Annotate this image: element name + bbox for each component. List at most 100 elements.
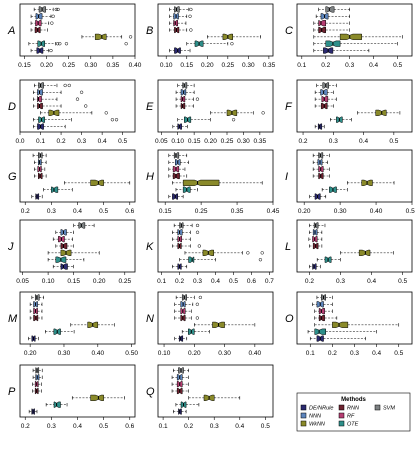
box-ote [316, 256, 341, 263]
box-nnn [33, 89, 84, 96]
panel-frame [296, 149, 413, 203]
outlier-point [49, 48, 53, 53]
outlier-point [114, 118, 119, 122]
box-ote [321, 186, 348, 193]
legend-title: Methods [341, 397, 366, 403]
x-tick-label: 0.20 [204, 138, 217, 145]
box-rf [313, 20, 351, 27]
x-tick-label: 0.25 [221, 62, 234, 69]
panel-letter: D [8, 101, 16, 113]
box-body [375, 109, 387, 116]
outlier-point [230, 42, 234, 46]
x-tick-label: 0.15 [180, 62, 193, 69]
panel-n: N 0.10 0.20 0.30 0.40 [146, 291, 274, 357]
box-svm [316, 294, 333, 301]
panel-letter: C [285, 25, 293, 37]
panel-letter: F [285, 101, 293, 113]
outlier-point [195, 97, 200, 101]
panel-letter: N [146, 313, 154, 325]
box-body [325, 6, 335, 13]
x-tick-label: 0.2 [305, 278, 314, 285]
legend-key-nnn [300, 412, 307, 419]
x-tick-label: 0.4 [369, 62, 378, 69]
box-nnn [312, 159, 328, 166]
x-tick-label: 0.3 [350, 350, 359, 357]
box-body [314, 328, 326, 335]
x-tick-label: 0.4 [73, 423, 82, 430]
panel-frame [19, 291, 136, 345]
box-body [332, 321, 349, 328]
box-rf [175, 96, 200, 103]
x-tick-label: 0.15 [159, 208, 172, 215]
x-tick-label: 0.40 [129, 62, 142, 69]
box-rnn [169, 26, 193, 34]
x-tick-label: 0.3 [210, 423, 219, 430]
outlier-point [54, 7, 58, 12]
box-rf [174, 308, 192, 315]
x-tick-label: 0.20 [298, 208, 311, 215]
x-tick-label: 0.3 [77, 138, 86, 145]
panel-i: I 0.20 0.30 0.40 0.50 [285, 149, 415, 215]
x-tick-label: 0.4 [372, 350, 381, 357]
x-tick-label: 0.10 [42, 278, 55, 285]
box-rnn [174, 314, 199, 322]
box-wknn [357, 109, 401, 116]
panel-letter: A [7, 25, 15, 37]
panel-g: G 0.2 0.3 0.4 0.5 0.6 [8, 149, 136, 215]
x-tick-label: 0.2 [299, 138, 308, 145]
outlier-point [124, 42, 128, 46]
box-denrule [30, 47, 53, 54]
outlier-point [63, 83, 67, 88]
box-svm [31, 294, 44, 301]
legend-key-denrule [300, 404, 307, 411]
x-tick-label: 0.35 [263, 62, 276, 69]
box-svm [173, 367, 189, 374]
box-rnn [34, 172, 47, 180]
x-tick-label: 0.4 [98, 138, 107, 145]
box-nnn [55, 229, 74, 236]
box-wknn [81, 33, 133, 40]
outlier-point [104, 111, 108, 115]
x-tick-label: 0.25 [221, 138, 234, 145]
x-tick-label: 0.30 [242, 62, 255, 69]
box-svm [73, 222, 95, 229]
x-tick-label: 0.3 [336, 278, 345, 285]
panel-letter: O [285, 313, 294, 325]
box-body [318, 20, 326, 27]
box-body [318, 308, 325, 315]
box-rnn [168, 172, 188, 180]
box-rnn [314, 314, 338, 322]
panel-j: J 0.05 0.10 0.15 0.20 0.25 [7, 219, 136, 285]
panel-a: A 0.15 0.20 0.25 0.30 0.35 0.40 [7, 3, 142, 69]
x-tick-label: 0.6 [247, 278, 256, 285]
box-denrule [169, 47, 191, 54]
box-nnn [314, 89, 334, 96]
x-tick-label: 0.15 [67, 278, 80, 285]
box-ote [175, 186, 198, 193]
legend-frame [296, 392, 411, 432]
box-svm [177, 82, 195, 89]
box-nnn [175, 89, 195, 96]
box-ote [177, 116, 236, 123]
x-tick-label: 0.40 [91, 350, 104, 357]
box-denrule [173, 408, 187, 415]
outlier-point [261, 111, 265, 115]
box-rnn [172, 242, 201, 250]
panel-l: L 0.2 0.3 0.4 0.5 [285, 219, 413, 285]
x-tick-label: 0.15 [18, 62, 31, 69]
panel-frame [19, 149, 136, 203]
outlier-point [50, 21, 54, 25]
box-denrule [309, 335, 366, 342]
x-tick-label: 0.4 [235, 423, 244, 430]
x-tick-label: 0.45 [267, 208, 280, 215]
outlier-point [55, 42, 60, 46]
box-nnn [315, 13, 351, 20]
box-ote [47, 256, 85, 263]
box-denrule [33, 123, 66, 130]
x-tick-label: 0.6 [125, 208, 134, 215]
outlier-point [128, 35, 133, 39]
box-svm [312, 152, 330, 159]
panel-letter: B [146, 25, 153, 37]
box-rf [312, 166, 330, 173]
